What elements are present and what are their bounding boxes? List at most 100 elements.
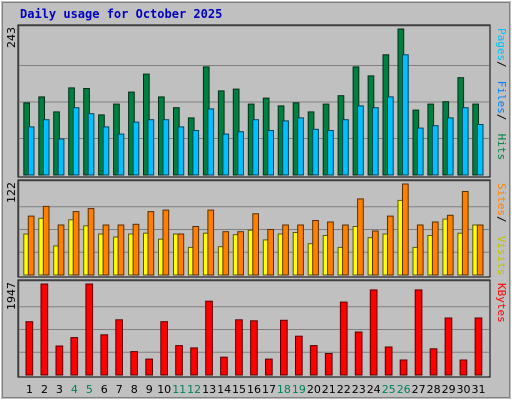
bar-kbytes-day-14 [220,356,228,376]
bar-sites-day-27 [416,224,424,276]
bar-kbytes-day-27 [414,289,423,376]
bar-sites-day-4 [72,211,80,276]
axis-label-hits-files-pages-4: Hits [495,134,508,161]
bar-kbytes-day-25 [384,346,393,376]
bar-sites-day-13 [207,209,215,276]
bar-kbytes-day-20 [309,345,318,376]
bar-sites-day-20 [312,220,319,276]
x-tick-day-6: 6 [101,383,108,396]
bar-files-day-22 [342,119,349,176]
bar-kbytes-day-1 [25,321,34,376]
bar-kbytes-day-31 [474,317,483,376]
bar-sites-day-5 [87,208,95,276]
bar-sites-day-30 [461,191,469,276]
bar-sites-day-29 [446,214,454,276]
bar-sites-day-31 [476,224,484,276]
bar-sites-day-9 [147,211,155,276]
y-max-label-hits-files-pages: 243 [5,27,18,48]
bar-files-day-12 [192,130,200,176]
bar-files-day-26 [402,54,409,176]
bar-files-day-5 [87,113,95,176]
bar-sites-day-26 [402,183,409,276]
bar-kbytes-day-6 [100,334,109,376]
bar-files-day-20 [312,128,319,176]
x-tick-day-9: 9 [146,383,153,396]
x-tick-day-2: 2 [41,383,48,396]
bar-sites-day-1 [27,215,35,276]
x-tick-day-10: 10 [157,383,171,396]
bar-files-day-3 [57,138,65,176]
axis-label-hits-files-pages-0: Pages [495,28,508,61]
x-tick-day-24: 24 [367,383,381,396]
x-tick-day-29: 29 [442,383,456,396]
bar-kbytes-day-22 [339,301,348,376]
chart-title: Daily usage for October 2025 [20,7,223,21]
x-tick-day-1: 1 [26,383,33,396]
bar-sites-day-7 [117,224,125,276]
bar-files-day-6 [102,126,110,176]
bar-kbytes-day-5 [85,283,94,376]
bar-kbytes-day-19 [295,335,303,376]
bar-kbytes-day-28 [429,348,438,376]
bar-files-day-2 [42,119,50,176]
bar-sites-day-2 [42,205,50,276]
bar-sites-day-28 [431,221,439,276]
x-tick-day-13: 13 [202,383,216,396]
bar-sites-day-25 [387,215,394,276]
bar-kbytes-day-10 [160,321,169,376]
y-max-label-kbytes: 1947 [5,282,18,310]
bar-files-day-19 [297,117,304,176]
bar-sites-day-6 [102,224,110,276]
bar-kbytes-day-16 [250,320,258,376]
x-tick-day-8: 8 [131,383,138,396]
x-tick-day-31: 31 [472,383,486,396]
bar-sites-day-21 [327,221,334,276]
x-tick-day-19: 19 [292,383,306,396]
bar-sites-day-23 [357,198,364,276]
x-tick-day-15: 15 [232,383,246,396]
bar-files-day-21 [327,130,334,176]
bar-files-day-10 [162,119,170,176]
x-tick-day-12: 12 [187,383,201,396]
x-tick-day-22: 22 [337,383,351,396]
bar-sites-day-3 [57,224,65,276]
bar-files-day-30 [461,107,469,176]
bar-sites-day-8 [132,223,140,276]
bar-files-day-15 [237,131,245,176]
bar-sites-day-16 [252,213,260,276]
axis-label-hits-files-pages-3: / [495,114,508,121]
bar-sites-day-10 [162,209,170,276]
bar-files-day-29 [446,117,454,176]
bar-files-day-11 [177,126,185,176]
bar-kbytes-day-15 [235,319,243,376]
bar-kbytes-day-12 [190,347,198,376]
bar-files-day-9 [147,119,155,176]
axis-label-visits-sites-2: Visits [495,236,508,276]
bar-files-day-1 [27,126,35,176]
x-tick-day-17: 17 [262,383,276,396]
bar-sites-day-19 [297,224,304,276]
bar-files-day-13 [207,108,215,176]
x-tick-day-21: 21 [322,383,336,396]
bar-files-day-14 [222,133,230,176]
bar-sites-day-15 [237,231,245,276]
x-tick-day-23: 23 [352,383,366,396]
x-tick-day-16: 16 [247,383,261,396]
bar-hits-day-14 [217,90,225,176]
y-max-label-visits-sites: 122 [5,182,18,203]
bar-sites-day-22 [342,224,349,276]
x-tick-day-18: 18 [277,383,291,396]
bar-kbytes-day-8 [130,351,139,376]
bar-kbytes-day-30 [459,359,468,376]
x-tick-day-3: 3 [56,383,63,396]
bar-files-day-25 [387,96,394,176]
x-tick-day-28: 28 [427,383,441,396]
bar-kbytes-day-7 [115,319,124,376]
bar-kbytes-day-23 [354,331,363,376]
x-tick-day-27: 27 [412,383,426,396]
bar-files-day-23 [357,105,364,176]
x-tick-day-11: 11 [172,383,186,396]
bar-sites-day-14 [222,231,230,276]
